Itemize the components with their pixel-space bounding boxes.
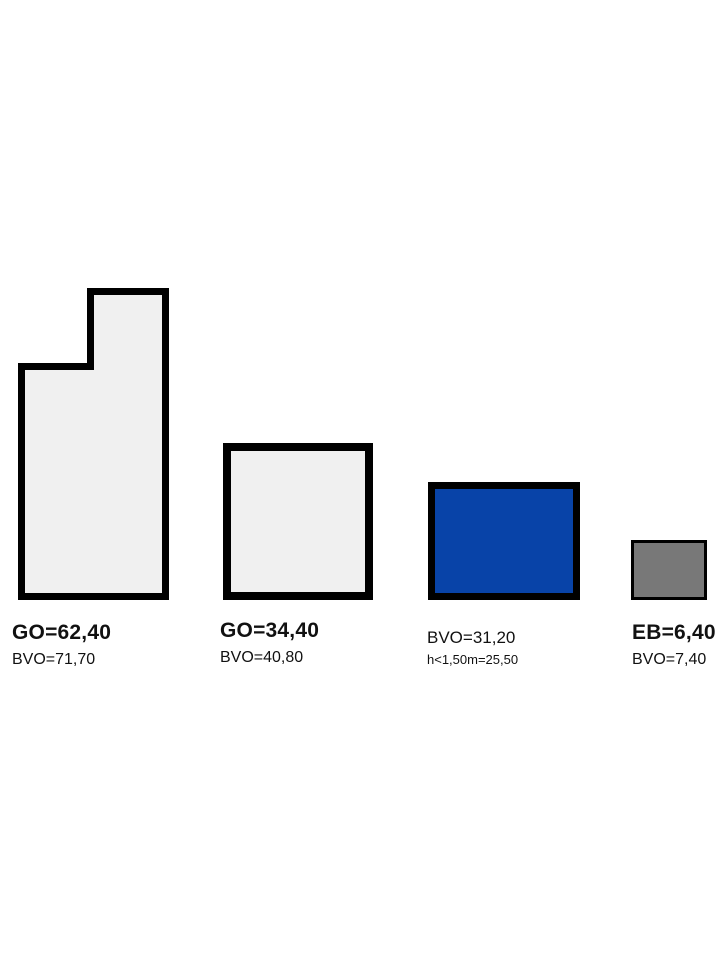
rect-floor-2 [223,443,373,600]
floor-2-go-label: GO=34,40 [220,619,320,642]
rect-storage-gray [631,540,707,600]
floor-1-bvo-label: BVO=71,70 [12,651,96,668]
label-group-attic: BVO=31,20 h<1,50m=25,50 [427,629,518,666]
attic-height-label: h<1,50m=25,50 [427,652,519,667]
storage-bvo-label: BVO=7,40 [632,651,707,668]
l-shape-floor-1 [18,288,169,600]
floor-2-bvo-label: BVO=40,80 [220,649,304,666]
storage-eb-label: EB=6,40 [632,621,716,644]
label-group-floor-2: GO=34,40 BVO=40,80 [220,620,319,666]
label-group-storage: EB=6,40 BVO=7,40 [632,622,716,668]
floor-1-go-label: GO=62,40 [12,621,112,644]
attic-bvo-label: BVO=31,20 [427,628,516,647]
rect-attic-blue [428,482,580,600]
label-group-floor-1: GO=62,40 BVO=71,70 [12,622,111,668]
